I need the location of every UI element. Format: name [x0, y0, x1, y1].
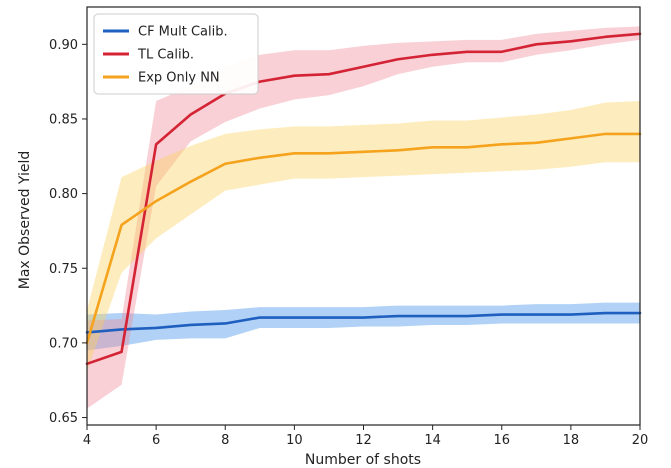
- y-tick-label: 0.85: [49, 112, 78, 127]
- x-tick-label: 4: [83, 433, 91, 448]
- line-cf-mult-calib: [85, 311, 642, 334]
- legend-label-cf-mult-calib: CF Mult Calib.: [138, 25, 228, 40]
- series-lines: [85, 32, 642, 366]
- x-tick-label: 20: [632, 433, 649, 448]
- line-exp-only-nn: [85, 132, 642, 345]
- y-tick-label: 0.70: [49, 336, 78, 351]
- x-tick-label: 6: [152, 433, 160, 448]
- x-tick-label: 18: [563, 433, 580, 448]
- x-axis-ticks: 4 6 8 10 12 14 16 18 20: [83, 425, 648, 448]
- x-tick-label: 8: [221, 433, 229, 448]
- x-tick-label: 16: [493, 433, 510, 448]
- legend-label-exp-only-nn: Exp Only NN: [138, 71, 220, 86]
- legend-box: [93, 13, 259, 95]
- y-tick-label: 0.80: [49, 187, 78, 202]
- band-exp-only-nn: [87, 101, 640, 372]
- x-tick-label: 10: [286, 433, 303, 448]
- y-tick-label: 0.75: [49, 262, 78, 277]
- y-tick-label: 0.90: [49, 38, 78, 53]
- legend: CF Mult Calib. TL Calib. Exp Only NN: [93, 13, 259, 95]
- x-axis-label: Number of shots: [305, 452, 421, 468]
- line-tl-calib: [85, 32, 642, 366]
- y-tick-label: 0.65: [49, 411, 78, 426]
- y-axis-ticks: 0.65 0.70 0.75 0.80 0.85 0.90: [49, 38, 87, 426]
- x-tick-label: 14: [424, 433, 441, 448]
- x-tick-label: 12: [355, 433, 372, 448]
- legend-label-tl-calib: TL Calib.: [137, 48, 194, 63]
- y-axis-label: Max Observed Yield: [17, 151, 33, 290]
